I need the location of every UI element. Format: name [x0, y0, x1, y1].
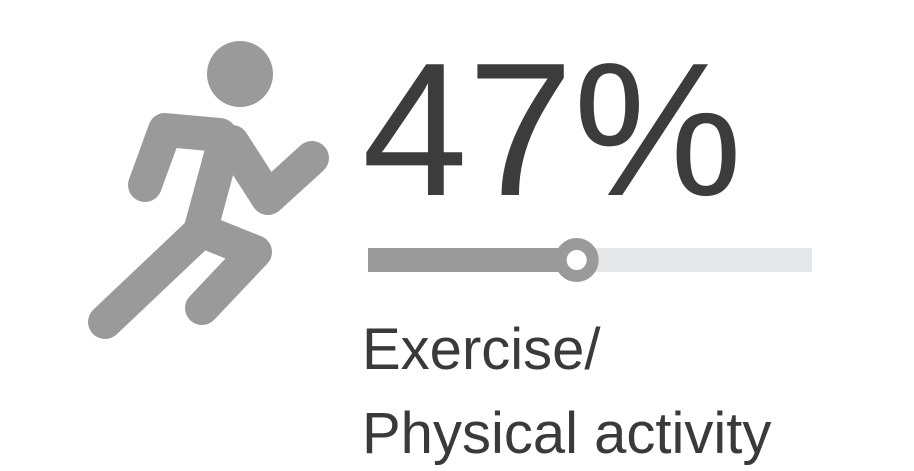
progress-bar: [368, 238, 812, 282]
runner-icon: [88, 41, 329, 339]
knob: [554, 238, 599, 282]
category-label: Exercise/ Physical activity: [362, 317, 772, 466]
bar-fill: [368, 248, 577, 272]
value-label: 47%: [362, 24, 742, 236]
